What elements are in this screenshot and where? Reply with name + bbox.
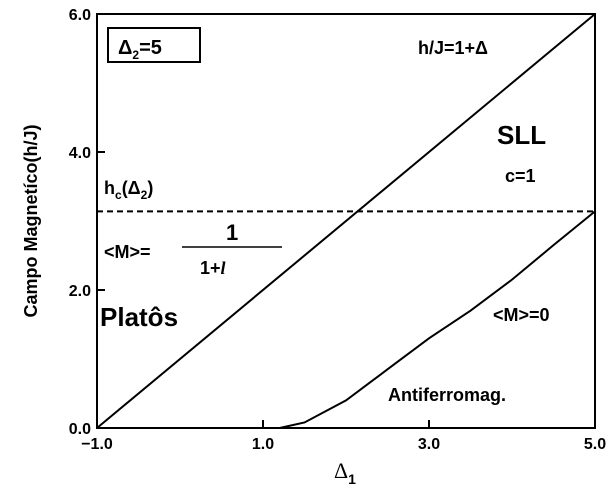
y-tick-label: 6.0 [69, 7, 91, 24]
y-axis-label: Campo Magnetíco(h/J) [21, 124, 41, 317]
text: Δ [334, 458, 348, 483]
annotation: Δ2=5 [118, 37, 162, 62]
x-tick-label: −1.0 [81, 436, 113, 453]
annotation: 1 [226, 220, 238, 245]
plot-frame [96, 13, 596, 429]
annotation: Antiferromag. [388, 385, 506, 405]
text: (Δ [122, 178, 141, 198]
x-tick-label: 1.0 [252, 436, 274, 453]
x-tick-label: 3.0 [418, 436, 440, 453]
text: l [221, 258, 226, 278]
text: h [104, 178, 115, 198]
annotation: <M>=0 [493, 305, 550, 325]
annotation: c=1 [505, 166, 536, 186]
subscript: 2 [132, 48, 139, 62]
text: ) [147, 178, 153, 198]
series-line [279, 210, 596, 429]
text: =5 [139, 37, 162, 59]
annotation: 1+l [200, 258, 226, 278]
subscript: 2 [141, 188, 148, 202]
text: Δ [118, 37, 132, 59]
series-line [96, 13, 596, 429]
subscript: 1 [348, 471, 356, 487]
annotation-box [107, 27, 201, 63]
subscript: c [115, 188, 122, 202]
y-tick-label: 4.0 [69, 145, 91, 162]
x-axis-label: Δ1 [334, 458, 356, 487]
annotation: Platôs [100, 302, 178, 332]
annotation: h/J=1+Δ [418, 38, 488, 58]
y-tick-label: 2.0 [69, 283, 91, 300]
y-tick-label: 0.0 [69, 421, 91, 438]
annotation: hc(Δ2) [104, 178, 153, 202]
annotation: <M>= [104, 242, 151, 262]
annotation: SLL [497, 120, 546, 150]
text: 1+ [200, 258, 221, 278]
x-tick-label: 5.0 [584, 436, 606, 453]
